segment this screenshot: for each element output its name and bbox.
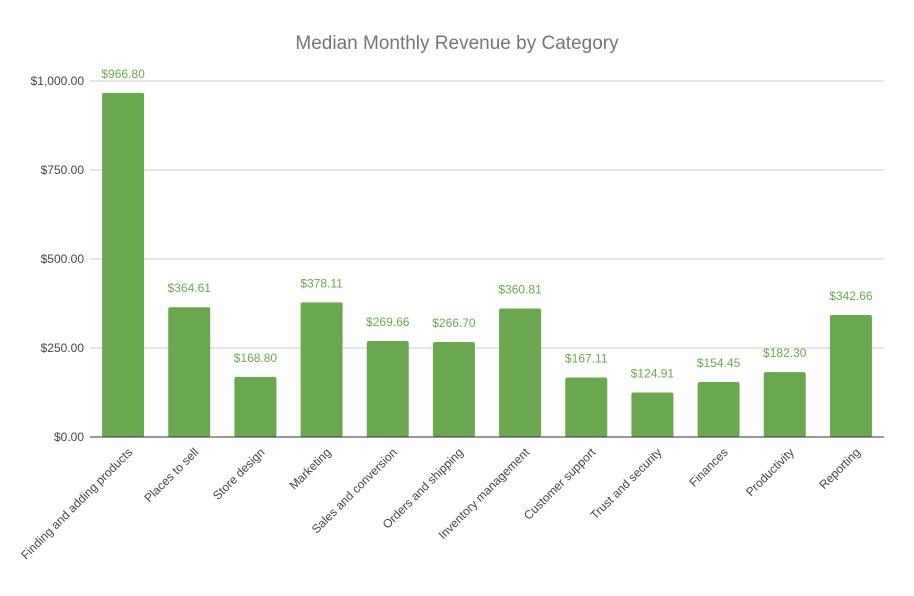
bar — [234, 376, 277, 437]
y-tick-label: $0.00 — [54, 430, 84, 444]
y-tick-label: $500.00 — [41, 252, 85, 266]
gridlines — [90, 80, 884, 349]
x-tick-label: Finding and adding products — [18, 445, 135, 562]
bar — [763, 372, 806, 437]
chart-title: Median Monthly Revenue by Category — [295, 33, 619, 54]
y-tick-label: $250.00 — [41, 341, 85, 355]
bar-value-label: $154.45 — [697, 356, 741, 370]
bar — [168, 307, 211, 437]
y-tick-label: $1,000.00 — [31, 74, 85, 88]
data-labels: $966.80 $364.61 $168.80 $378.11 $269.66 $266.… — [101, 67, 873, 381]
bar-value-label: $124.91 — [631, 367, 675, 381]
bar — [631, 392, 674, 437]
y-axis-ticks: $0.00 $250.00 $500.00 $750.00 $1,000.00 — [31, 74, 85, 444]
bar-value-label: $168.80 — [234, 351, 278, 365]
x-tick-label: Reporting — [816, 445, 863, 492]
bar-value-label: $378.11 — [300, 276, 343, 290]
x-axis-categories: Finding and adding products Places to sel… — [18, 445, 863, 562]
x-tick-label: Places to sell — [141, 445, 201, 505]
x-tick-label: Finances — [686, 445, 730, 489]
bar-value-label: $167.11 — [565, 352, 608, 366]
bar — [697, 382, 740, 437]
x-tick-label: Store design — [210, 445, 268, 503]
x-tick-label: Productivity — [743, 445, 797, 499]
bar — [300, 302, 343, 437]
bar-value-label: $266.70 — [432, 316, 476, 330]
bar-value-label: $360.81 — [498, 283, 542, 297]
bar — [432, 342, 475, 437]
x-tick-label: Trust and security — [588, 445, 665, 522]
y-tick-label: $750.00 — [41, 163, 85, 177]
bar — [366, 341, 409, 437]
x-tick-label: Customer support — [521, 445, 599, 523]
bar-value-label: $342.66 — [829, 289, 873, 303]
bar-value-label: $966.80 — [101, 67, 145, 81]
x-tick-label: Marketing — [287, 445, 334, 492]
bar-value-label: $269.66 — [366, 315, 410, 329]
bar — [102, 92, 145, 437]
bar-value-label: $364.61 — [168, 281, 212, 295]
bar — [565, 377, 608, 437]
bar — [829, 315, 872, 437]
bar — [499, 308, 542, 437]
bar-value-label: $182.30 — [763, 346, 807, 360]
bars — [102, 92, 872, 437]
